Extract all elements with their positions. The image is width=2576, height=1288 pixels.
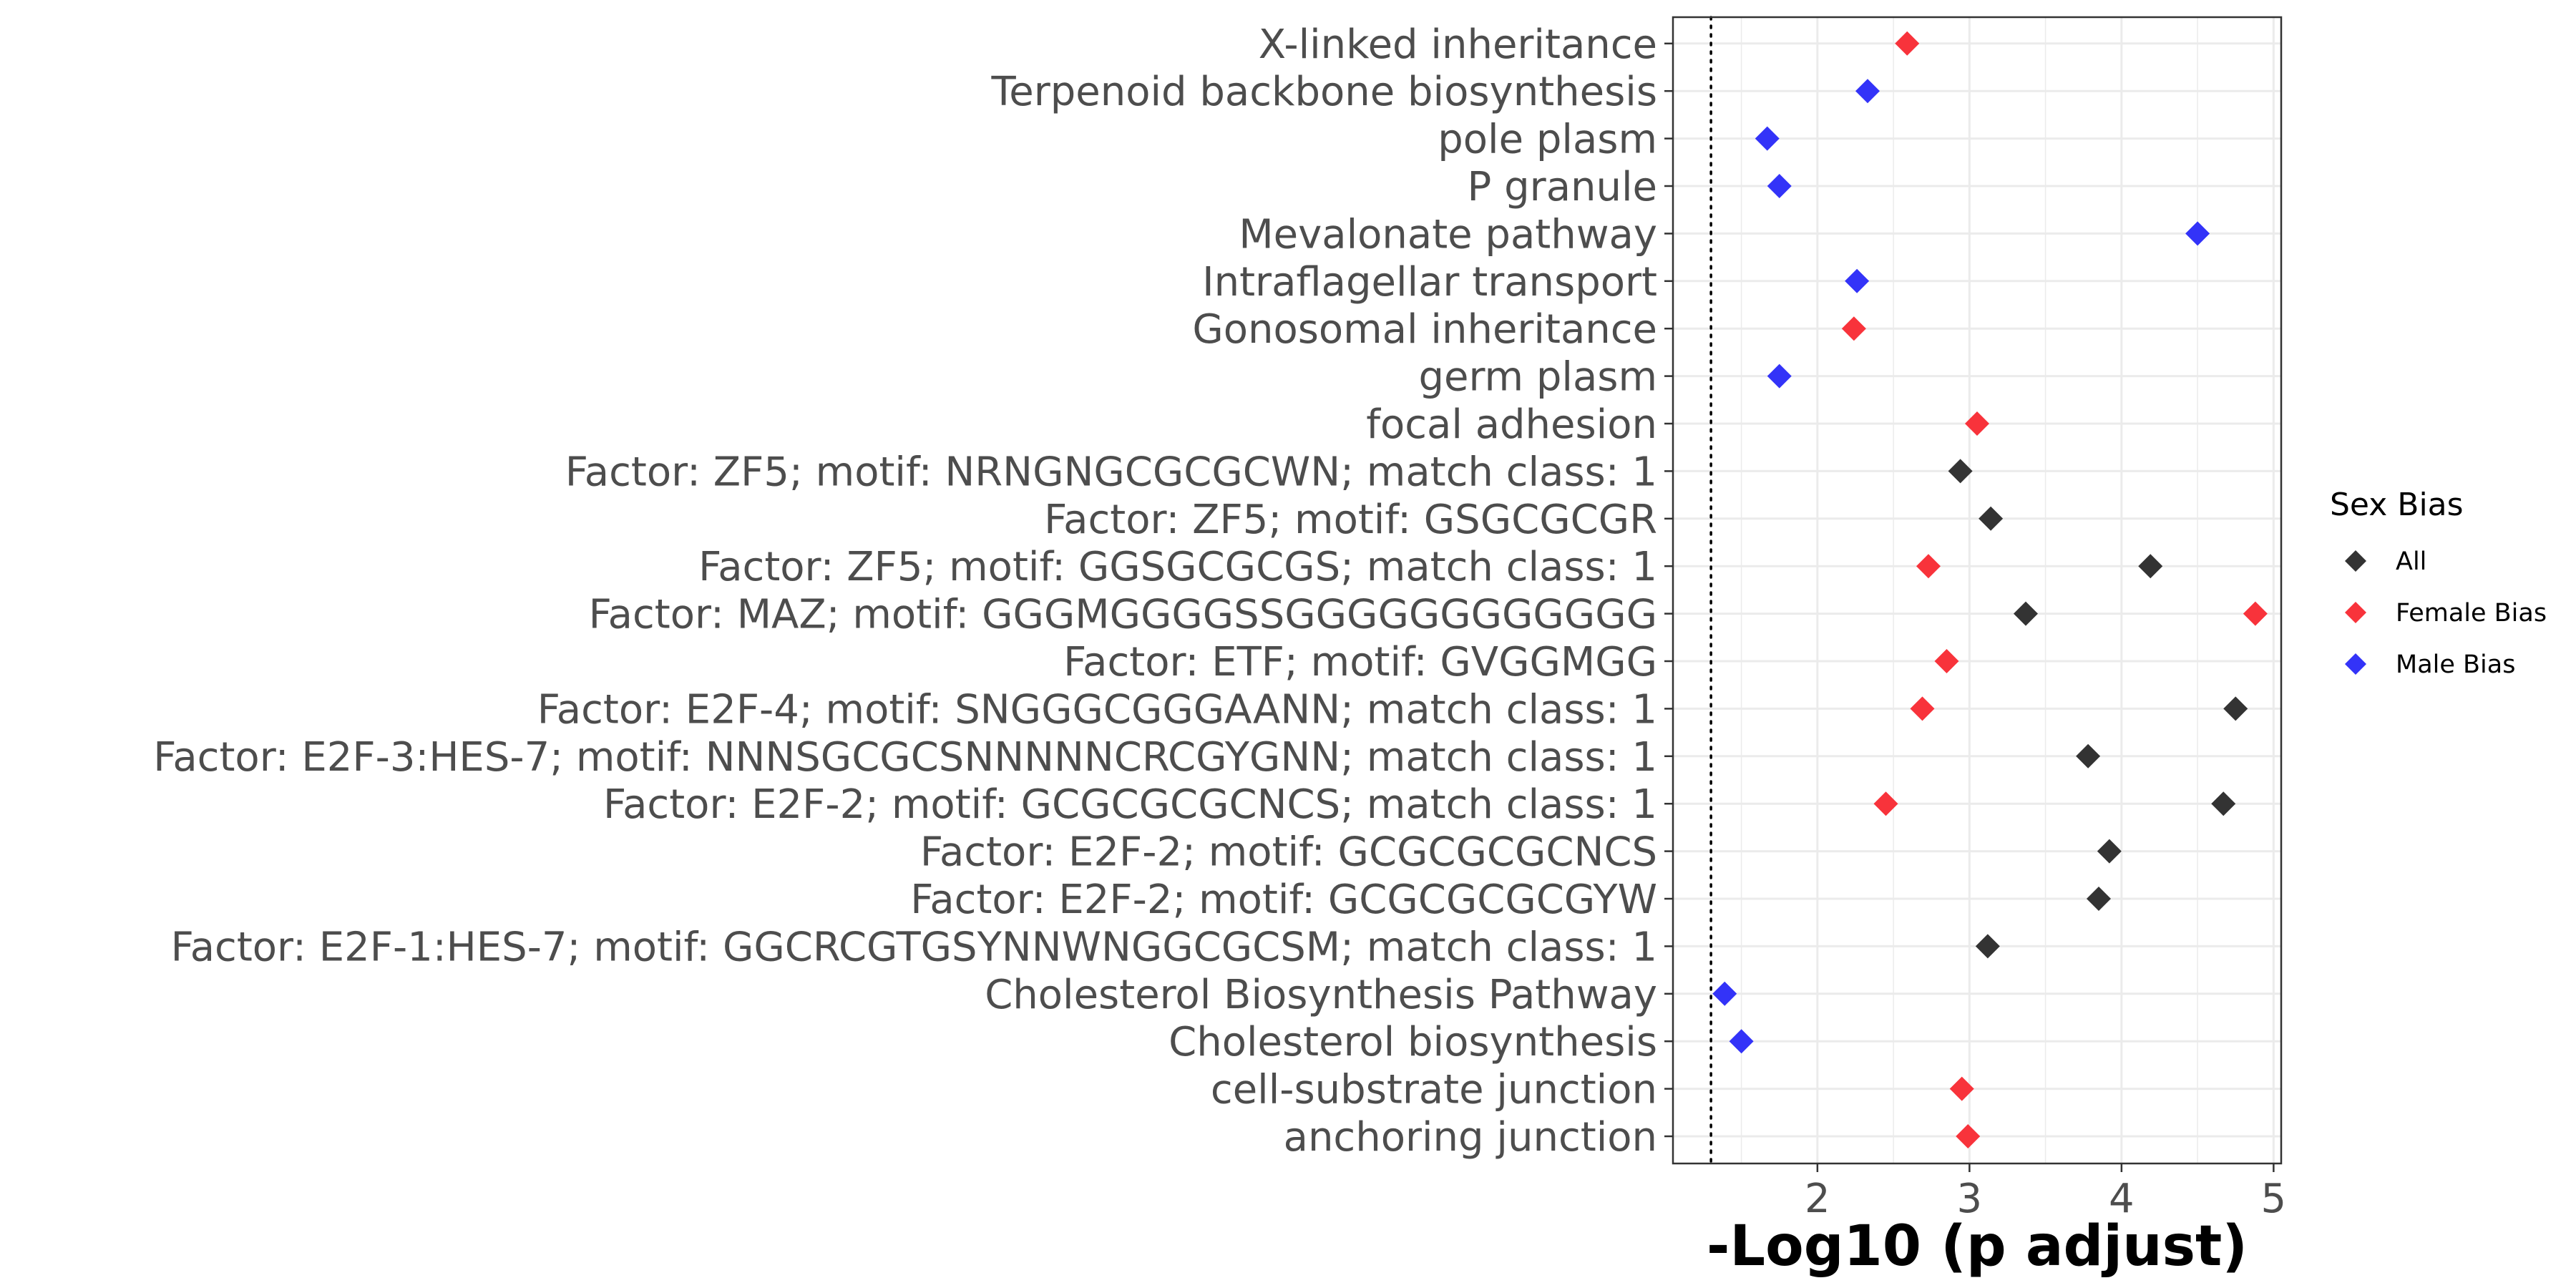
- data-point-all: [2014, 601, 2038, 626]
- y-tick-label: P granule: [1468, 164, 1657, 210]
- data-point-female-bias: [1965, 411, 1989, 436]
- data-point-female-bias: [1895, 31, 1920, 56]
- y-tick-label: pole plasm: [1438, 117, 1657, 163]
- data-points: [1712, 31, 2268, 1148]
- legend-label: Male Bias: [2396, 650, 2515, 679]
- data-point-male-bias: [1767, 174, 1792, 198]
- data-point-female-bias: [1934, 649, 1959, 673]
- data-point-male-bias: [1845, 268, 1870, 293]
- panel-grid: [1673, 17, 2281, 1163]
- data-point-all: [2087, 887, 2111, 911]
- y-tick-label: anchoring junction: [1284, 1114, 1657, 1161]
- legend-key-female-bias: [2345, 602, 2366, 623]
- x-axis-title: -Log10 (p adjust): [1707, 1214, 2248, 1279]
- data-point-all: [2223, 696, 2248, 721]
- y-tick-label: Factor: E2F-1:HES-7; motif: GGCRCGTGSYNN…: [171, 924, 1657, 970]
- y-tick-label: focal adhesion: [1366, 401, 1657, 448]
- y-tick-label: Factor: ZF5; motif: GGSGCGCGS; match cla…: [698, 544, 1657, 590]
- y-tick-label: cell-substrate junction: [1211, 1067, 1657, 1113]
- x-axis: 2 3 4 5: [1805, 1163, 2286, 1222]
- y-tick-label: Intraflagellar transport: [1202, 259, 1657, 306]
- data-point-female-bias: [1956, 1124, 1981, 1148]
- data-point-all: [2097, 839, 2122, 864]
- y-tick-label: Factor: ZF5; motif: GSGCGCGR: [1044, 497, 1657, 543]
- data-point-female-bias: [1910, 696, 1935, 721]
- data-point-female-bias: [1949, 1076, 1974, 1101]
- data-point-male-bias: [1729, 1029, 1754, 1054]
- legend-key-all: [2345, 550, 2366, 572]
- data-point-all: [2138, 554, 2163, 579]
- panel-border: [1672, 16, 2283, 1165]
- y-tick-label: Factor: MAZ; motif: GGGMGGGGSSGGGGGGGGGG…: [589, 592, 1657, 638]
- data-point-all: [2076, 743, 2101, 769]
- data-point-female-bias: [1916, 554, 1941, 579]
- data-point-female-bias: [2243, 601, 2268, 626]
- data-point-male-bias: [1712, 981, 1737, 1006]
- y-tick-label: Cholesterol biosynthesis: [1169, 1019, 1657, 1065]
- y-tick-label: X-linked inheritance: [1259, 21, 1657, 68]
- x-tick-label: 5: [2261, 1176, 2287, 1222]
- y-tick-label: Cholesterol Biosynthesis Pathway: [985, 972, 1657, 1018]
- legend-label: Female Bias: [2396, 599, 2547, 628]
- legend-title: Sex Bias: [2330, 487, 2464, 523]
- y-tick-label: Factor: ZF5; motif: NRNGNGCGCGCWN; match…: [565, 449, 1657, 495]
- y-tick-label: Factor: E2F-3:HES-7; motif: NNNSGCGCSNNN…: [153, 734, 1657, 781]
- data-point-male-bias: [1767, 364, 1792, 389]
- data-point-all: [1948, 459, 1973, 484]
- y-tick-label: Mevalonate pathway: [1239, 211, 1657, 258]
- data-point-all: [2211, 791, 2236, 816]
- y-tick-label: Factor: E2F-2; motif: GCGCGCGCNCS: [920, 829, 1657, 876]
- y-tick-label: Factor: E2F-2; motif: GCGCGCGCGYW: [910, 877, 1657, 923]
- y-tick-label: Factor: ETF; motif: GVGGMGG: [1063, 639, 1657, 686]
- x-tick-label: 4: [2109, 1176, 2135, 1222]
- y-tick-label: Factor: E2F-2; motif: GCGCGCGCNCS; match…: [603, 781, 1657, 828]
- data-point-female-bias: [1873, 791, 1898, 816]
- x-tick-label: 2: [1805, 1176, 1830, 1222]
- y-tick-label: germ plasm: [1418, 354, 1657, 401]
- legend-key-male-bias: [2345, 653, 2366, 675]
- data-point-all: [1979, 506, 2004, 531]
- y-tick-label: Terpenoid backbone biosynthesis: [991, 69, 1657, 115]
- x-tick-label: 3: [1957, 1176, 1983, 1222]
- data-point-all: [1975, 934, 2000, 959]
- data-point-female-bias: [1841, 316, 1866, 341]
- y-tick-label: Factor: E2F-4; motif: SNGGGCGGGAANN; mat…: [537, 686, 1657, 733]
- y-tick-label: Gonosomal inheritance: [1192, 306, 1657, 353]
- data-point-male-bias: [1855, 79, 1880, 104]
- data-point-male-bias: [1755, 126, 1780, 151]
- legend: Sex Bias All Female Bias Male Bias: [2330, 487, 2547, 679]
- data-point-male-bias: [2185, 221, 2210, 246]
- legend-label: All: [2396, 547, 2426, 576]
